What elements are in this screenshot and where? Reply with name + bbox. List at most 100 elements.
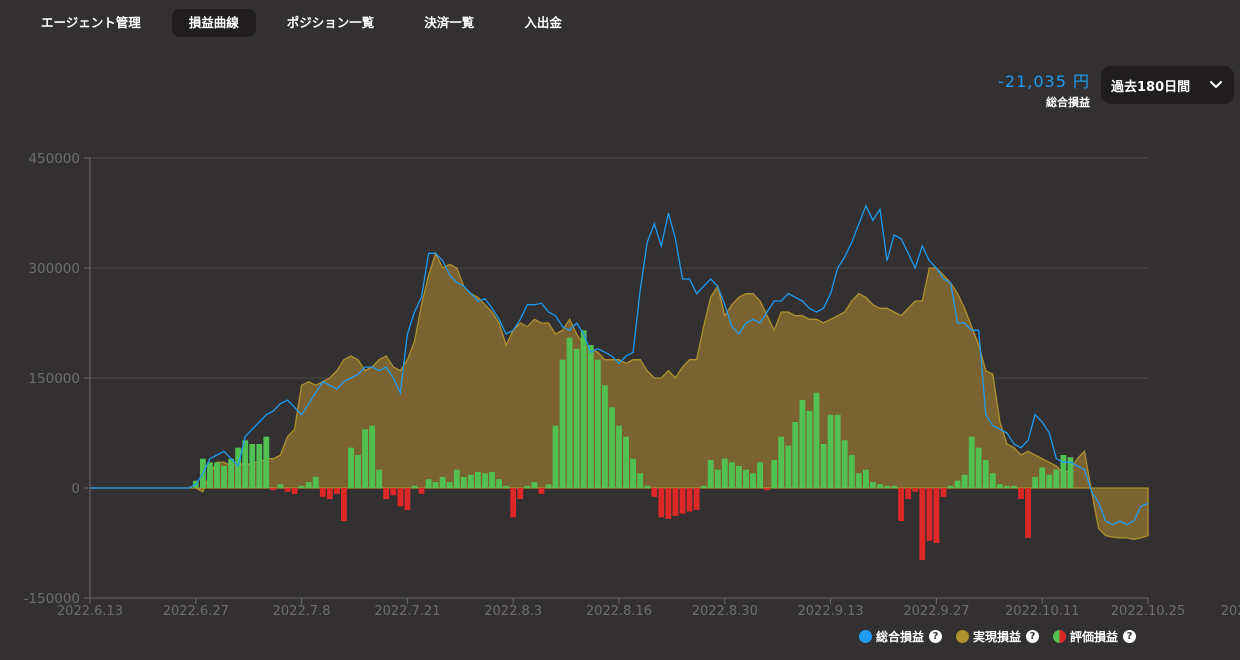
unrealized-bar	[679, 488, 686, 514]
unrealized-bar	[623, 436, 629, 488]
unrealized-bar	[785, 445, 792, 488]
realized-area	[90, 251, 1149, 540]
unrealized-bar	[1060, 455, 1067, 488]
unrealized-bar	[390, 488, 397, 496]
unrealized-bar	[334, 488, 340, 494]
total-line-layer	[90, 204, 1149, 526]
unrealized-bar	[545, 484, 552, 488]
legend-unrealized-label: 評価損益	[1069, 630, 1118, 644]
help-icon[interactable]: ?	[928, 630, 942, 643]
legend-unrealized-swatch	[1052, 630, 1066, 643]
x-tick-label: 2022.8.3	[484, 604, 542, 619]
tab-settlements[interactable]: 決済一覧	[424, 15, 475, 30]
tab-agent-management[interactable]: エージェント管理	[41, 15, 141, 30]
unrealized-bar	[743, 469, 749, 488]
unrealized-bar	[256, 444, 263, 488]
legend-realized-swatch	[955, 630, 969, 643]
unrealized-bar	[898, 488, 904, 521]
unrealized-bar	[961, 474, 968, 488]
legend-unrealized[interactable]: 評価損益 ?	[1052, 628, 1136, 645]
x-tick-label: 2022.6.13	[57, 604, 123, 619]
tab-pnl-curve[interactable]: 損益曲線	[171, 9, 256, 37]
total-pnl-label: 総合損益	[1046, 96, 1090, 109]
unrealized-bar	[933, 488, 940, 543]
unrealized-bar	[277, 484, 284, 488]
unrealized-bar	[707, 460, 714, 488]
unrealized-bar	[799, 400, 806, 488]
unrealized-bar	[348, 447, 354, 488]
unrealized-bar	[425, 479, 432, 488]
unrealized-bar	[263, 436, 270, 488]
unrealized-bar	[207, 462, 213, 488]
unrealized-bar	[291, 488, 298, 494]
unrealized-bar	[341, 488, 347, 521]
unrealized-bar	[919, 488, 926, 560]
nav-tabs: エージェント管理 損益曲線 ポジション一覧 決済一覧 入出金	[22, 9, 593, 37]
unrealized-bar	[397, 488, 404, 507]
unrealized-bar	[806, 411, 813, 488]
unrealized-bar	[496, 479, 502, 488]
y-tick-label: -150000	[24, 591, 80, 607]
unrealized-bar	[651, 488, 658, 497]
unrealized-bar	[1011, 485, 1017, 488]
unrealized-bar	[757, 462, 763, 488]
unrealized-bar	[559, 359, 566, 488]
unrealized-bar	[460, 477, 467, 488]
unrealized-bar	[326, 488, 333, 499]
unrealized-bar	[609, 407, 615, 488]
x-tick-label: 2022.9.27	[903, 604, 969, 619]
unrealized-bar	[926, 488, 933, 541]
unrealized-bar	[884, 485, 890, 488]
x-tick-label: 2022.7.8	[273, 604, 331, 619]
unrealized-bar	[552, 425, 559, 488]
unrealized-bar	[355, 455, 361, 488]
unrealized-bar	[997, 484, 1003, 488]
unrealized-bar	[453, 469, 460, 488]
unrealized-bar	[587, 345, 594, 488]
help-icon[interactable]: ?	[1123, 630, 1136, 643]
unrealized-bar	[566, 337, 573, 488]
unrealized-bar	[912, 488, 919, 492]
unrealized-bar	[848, 455, 855, 488]
unrealized-bar	[369, 425, 375, 488]
unrealized-bar	[672, 488, 679, 516]
tab-positions[interactable]: ポジション一覧	[286, 15, 375, 30]
x-tick-label: 2022.10.25	[1111, 604, 1185, 619]
x-tick-label: 2022.9.13	[798, 604, 864, 619]
unrealized-bar	[736, 466, 742, 488]
legend-realized[interactable]: 実現損益 ?	[955, 628, 1039, 645]
unrealized-bar	[517, 488, 524, 499]
unrealized-bar	[771, 460, 778, 488]
unrealized-bar	[792, 422, 799, 488]
unrealized-bar	[1067, 457, 1074, 488]
legend-total[interactable]: 総合損益 ?	[858, 628, 942, 645]
legend-total-label: 総合損益	[875, 630, 924, 644]
tab-deposits[interactable]: 入出金	[524, 15, 562, 30]
total-pnl-value: -21,035 円	[998, 72, 1090, 91]
unrealized-bar	[489, 471, 495, 488]
unrealized-bar	[982, 460, 989, 488]
unrealized-bar	[863, 469, 869, 488]
help-icon[interactable]: ?	[1025, 630, 1039, 643]
unrealized-bar	[877, 484, 883, 488]
unrealized-bar	[439, 477, 446, 488]
unrealized-bar	[594, 359, 601, 488]
legend-total-swatch	[858, 630, 872, 643]
unrealized-bar	[905, 488, 912, 499]
x-tick-label: 2022.8.16	[586, 604, 652, 619]
unrealized-bar	[312, 477, 319, 488]
unrealized-bar	[1025, 488, 1031, 538]
period-select-value: 過去180日間	[1111, 79, 1191, 95]
unrealized-bar	[418, 488, 425, 494]
period-select[interactable]: 過去180日間	[1101, 66, 1234, 104]
unrealized-bar	[870, 482, 876, 488]
y-tick-label: 300000	[28, 261, 80, 277]
unrealized-bar	[637, 473, 644, 488]
realized-area-layer	[90, 251, 1149, 540]
unrealized-bar	[580, 330, 587, 488]
unrealized-bar	[947, 485, 954, 488]
unrealized-bar	[446, 482, 453, 488]
unrealized-bar	[432, 482, 439, 488]
unrealized-bar	[968, 436, 975, 488]
